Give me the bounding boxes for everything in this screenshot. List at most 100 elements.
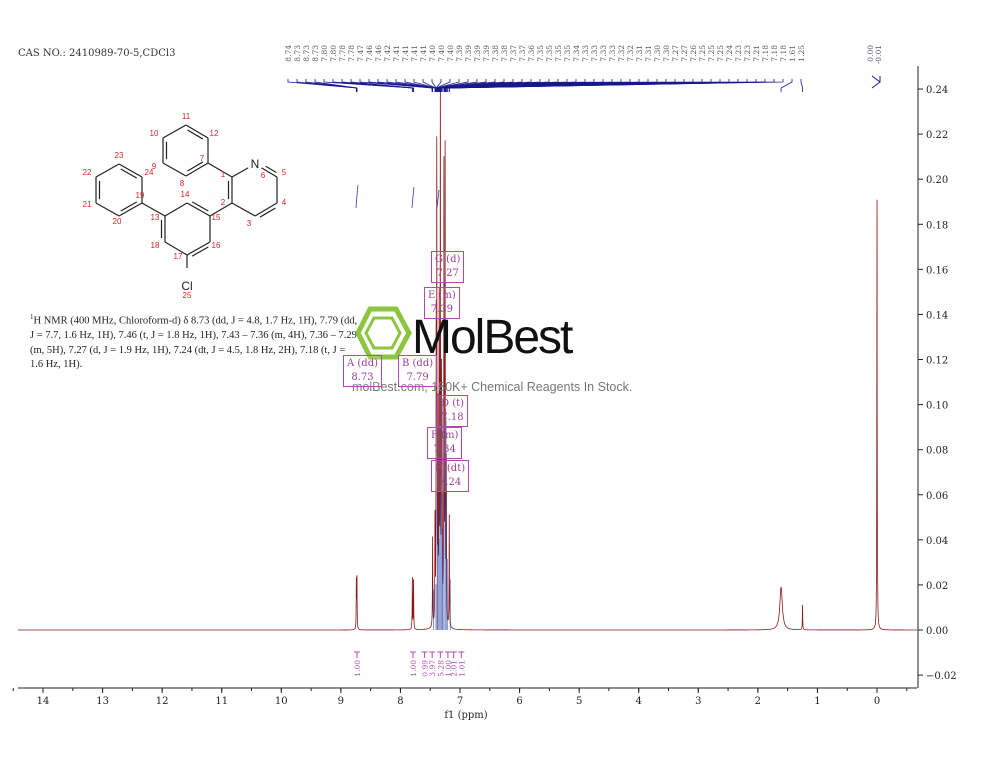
peak-shift-label: 7.46 bbox=[365, 45, 374, 62]
peak-shift-label: 7.32 bbox=[626, 45, 635, 62]
peak-shift-label: 7.39 bbox=[482, 45, 491, 62]
peak-label-connector bbox=[435, 79, 451, 92]
nucleus-superscript: 1 bbox=[30, 313, 34, 321]
tms-shift-label: 0.00 bbox=[866, 45, 875, 62]
atom-number-label: 21 bbox=[83, 200, 92, 209]
bond bbox=[185, 124, 209, 139]
peak-shift-label: 7.25 bbox=[716, 45, 725, 62]
y-tick-label: 0.00 bbox=[926, 626, 948, 637]
peak-shift-label: 7.23 bbox=[743, 45, 752, 62]
integral-curve bbox=[355, 184, 359, 209]
bond bbox=[185, 162, 209, 177]
double-bond bbox=[120, 168, 138, 179]
tms-connector bbox=[871, 75, 881, 89]
peak-shift-label: 7.30 bbox=[662, 45, 671, 62]
multiplet-shift: 8.73 bbox=[351, 372, 374, 383]
nitrogen-atom-label: N bbox=[251, 157, 260, 171]
atom-number-label: 7 bbox=[200, 154, 205, 163]
peak-shift-label: 7.39 bbox=[455, 45, 464, 62]
y-tick-label: 0.10 bbox=[926, 401, 948, 412]
multiplet-shift: 7.18 bbox=[441, 412, 464, 423]
y-tick-label: 0.22 bbox=[926, 130, 948, 141]
multiplet-shift: 7.24 bbox=[438, 477, 462, 488]
atom-number-label: 14 bbox=[181, 190, 190, 199]
atom-number-label: 18 bbox=[151, 241, 160, 250]
multiplet-label-box: A (dd) 8.73 bbox=[343, 355, 383, 387]
peak-shift-label: 7.41 bbox=[392, 45, 401, 62]
double-bond bbox=[191, 201, 209, 212]
peak-label-connector bbox=[422, 79, 436, 92]
atom-number-label: 23 bbox=[115, 151, 124, 160]
atom-number-label: 20 bbox=[113, 217, 122, 226]
peak-shift-label: 7.40 bbox=[428, 45, 437, 62]
peak-shift-label: 7.41 bbox=[401, 45, 410, 62]
peak-shift-label: 7.47 bbox=[356, 45, 365, 62]
y-tick-label: 0.06 bbox=[926, 491, 948, 502]
atom-number-label: 22 bbox=[83, 168, 92, 177]
peak-shift-label: 7.40 bbox=[446, 45, 455, 62]
x-tick-label: 5 bbox=[576, 696, 582, 707]
peak-shift-label: 7.41 bbox=[419, 45, 428, 62]
x-tick-label: 0 bbox=[874, 696, 880, 707]
integral-value: 5.28 bbox=[436, 660, 445, 677]
peak-shift-label: 7.31 bbox=[644, 45, 653, 62]
peak-shift-label: 7.27 bbox=[680, 45, 689, 62]
atom-number-label: 1 bbox=[221, 170, 226, 179]
bond bbox=[141, 202, 166, 217]
peak-shift-label: 7.25 bbox=[707, 45, 716, 62]
atom-number-label: 8 bbox=[180, 179, 185, 188]
multiplet-label-box: F (m) 7.34 bbox=[427, 427, 463, 459]
peak-shift-label: 7.24 bbox=[725, 45, 734, 62]
peak-shift-label: 7.18 bbox=[761, 45, 770, 62]
double-bond bbox=[187, 129, 204, 140]
peak-label-connector bbox=[350, 79, 414, 92]
x-tick-label: 1 bbox=[814, 696, 820, 707]
peak-shift-label: 7.46 bbox=[374, 45, 383, 62]
peak-shift-label: 7.23 bbox=[734, 45, 743, 62]
peak-label-connector bbox=[436, 79, 487, 92]
peak-shift-label: 7.32 bbox=[617, 45, 626, 62]
atom-number-label: 11 bbox=[182, 112, 191, 121]
peak-shift-label: 7.35 bbox=[554, 45, 563, 62]
y-tick-label: 0.14 bbox=[926, 310, 948, 321]
x-tick-label: 4 bbox=[636, 696, 642, 707]
multiplet-label-box: D (t) 7.18 bbox=[437, 395, 469, 427]
peak-shift-label: 7.78 bbox=[347, 45, 356, 62]
peak-shift-label: 7.25 bbox=[698, 45, 707, 62]
integral-curve bbox=[436, 189, 440, 209]
double-bond bbox=[191, 246, 209, 257]
atom-number-label: 12 bbox=[210, 129, 219, 138]
peak-shift-label: 1.25 bbox=[797, 45, 806, 62]
atom-number-label: 2 bbox=[221, 198, 226, 207]
peak-label-connector bbox=[448, 79, 784, 92]
peak-shift-label: 7.42 bbox=[383, 45, 392, 62]
peak-shift-label: 7.33 bbox=[590, 45, 599, 62]
multiplet-shift: 7.39 bbox=[430, 304, 454, 315]
peak-shift-label: 7.21 bbox=[752, 45, 761, 62]
peak-shift-label: 7.37 bbox=[518, 45, 527, 62]
integral-bracket bbox=[437, 651, 444, 658]
integral-value: 1.00 bbox=[409, 660, 418, 677]
integral-value: 2.01 bbox=[450, 660, 459, 677]
bond bbox=[254, 202, 278, 217]
y-tick-label: 0.16 bbox=[926, 265, 948, 276]
integral-bracket bbox=[458, 651, 465, 658]
peak-shift-label: 8.73 bbox=[311, 45, 320, 62]
y-tick-label: 0.12 bbox=[926, 356, 948, 367]
atom-number-label: 4 bbox=[282, 198, 287, 207]
x-tick-label: 13 bbox=[96, 696, 109, 707]
peak-shift-label: 7.33 bbox=[608, 45, 617, 62]
atom-number-label: 13 bbox=[151, 213, 160, 222]
x-tick-label: 12 bbox=[156, 696, 169, 707]
x-tick-label: 8 bbox=[397, 696, 403, 707]
bond bbox=[118, 202, 143, 217]
integral-value: 1.00 bbox=[353, 660, 362, 677]
atom-number-label: 3 bbox=[247, 219, 252, 228]
peak-shift-label: 7.26 bbox=[689, 45, 698, 62]
y-tick-label: 0.20 bbox=[926, 175, 948, 186]
x-tick-label: 14 bbox=[37, 696, 50, 707]
integral-value: 0.99 bbox=[421, 660, 430, 677]
bond bbox=[164, 202, 188, 217]
peak-label-connector bbox=[332, 79, 413, 92]
cas-number-header: CAS NO.: 2410989-70-5,CDCl3 bbox=[18, 48, 176, 59]
